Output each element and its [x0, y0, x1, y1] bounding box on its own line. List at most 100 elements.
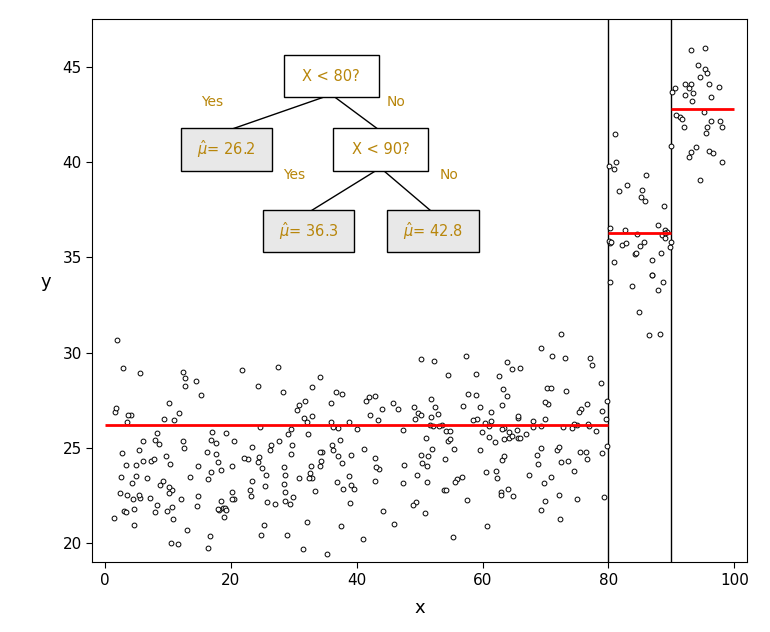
Point	[314, 461, 326, 471]
Point	[655, 229, 668, 240]
Point	[457, 401, 469, 411]
Point	[252, 382, 264, 392]
Point	[299, 396, 311, 406]
Point	[392, 404, 404, 414]
Point	[514, 433, 527, 443]
Point	[493, 371, 505, 381]
Point	[333, 435, 346, 445]
Point	[310, 486, 322, 496]
Point	[621, 180, 633, 190]
Point	[278, 462, 290, 472]
Point	[246, 476, 259, 486]
Point	[388, 519, 400, 529]
Point	[527, 422, 539, 432]
Point	[209, 438, 222, 448]
Point	[126, 478, 139, 488]
Point	[192, 491, 204, 501]
Point	[301, 518, 313, 528]
Point	[422, 451, 434, 461]
Point	[161, 506, 173, 516]
Point	[444, 426, 456, 436]
Point	[447, 532, 460, 542]
Point	[581, 420, 594, 430]
Point	[643, 331, 655, 341]
Point	[286, 492, 299, 502]
Point	[407, 499, 420, 509]
Point	[320, 549, 333, 559]
Point	[213, 505, 225, 515]
Point	[137, 436, 149, 446]
Point	[419, 507, 431, 518]
Point	[480, 467, 492, 477]
Point	[498, 451, 511, 461]
Point	[485, 416, 497, 426]
Point	[674, 112, 686, 122]
Point	[245, 491, 257, 501]
Point	[180, 525, 192, 535]
Point	[479, 418, 491, 428]
Point	[282, 429, 294, 439]
Point	[336, 458, 349, 468]
Point	[397, 460, 410, 470]
Point	[304, 468, 316, 478]
Point	[306, 473, 318, 483]
Point	[330, 387, 342, 398]
Text: $\hat{\mu}$= 36.3: $\hat{\mu}$= 36.3	[279, 220, 338, 242]
Point	[277, 387, 290, 397]
Point	[149, 507, 161, 517]
Point	[412, 408, 424, 418]
Point	[158, 414, 170, 424]
Point	[604, 237, 617, 247]
Point	[357, 533, 370, 544]
Point	[192, 461, 204, 471]
FancyBboxPatch shape	[181, 128, 273, 171]
Point	[285, 424, 297, 434]
Point	[397, 478, 410, 488]
Point	[604, 238, 616, 248]
Point	[273, 435, 285, 446]
Point	[604, 277, 616, 287]
Point	[179, 373, 192, 383]
Point	[183, 471, 196, 482]
Point	[151, 500, 163, 510]
Point	[151, 428, 163, 438]
Point	[658, 228, 671, 238]
Point	[639, 196, 651, 206]
Point	[609, 130, 621, 140]
Point	[683, 83, 695, 94]
Point	[618, 225, 631, 235]
Point	[496, 400, 508, 410]
Point	[214, 495, 226, 506]
Point	[212, 456, 224, 466]
Text: $\hat{\mu}$= 42.8: $\hat{\mu}$= 42.8	[403, 220, 463, 242]
Point	[581, 454, 593, 465]
Point	[313, 372, 326, 382]
Point	[483, 432, 495, 442]
Point	[554, 514, 567, 524]
Point	[707, 147, 719, 157]
Point	[157, 477, 169, 487]
Point	[201, 447, 213, 457]
Point	[698, 64, 711, 74]
Point	[568, 466, 581, 477]
Point	[462, 389, 474, 399]
Point	[410, 497, 422, 507]
Point	[149, 434, 162, 444]
Point	[297, 413, 310, 423]
Point	[121, 490, 133, 500]
Point	[243, 485, 256, 495]
Point	[444, 434, 456, 444]
Point	[545, 382, 557, 392]
Point	[427, 356, 440, 367]
Point	[415, 450, 427, 460]
Point	[226, 494, 238, 504]
Point	[659, 233, 671, 243]
Point	[685, 79, 697, 89]
Point	[456, 471, 468, 482]
Point	[415, 355, 427, 365]
Point	[133, 445, 146, 455]
Point	[167, 514, 179, 524]
Point	[555, 456, 567, 466]
Point	[256, 463, 268, 473]
Point	[178, 442, 190, 453]
